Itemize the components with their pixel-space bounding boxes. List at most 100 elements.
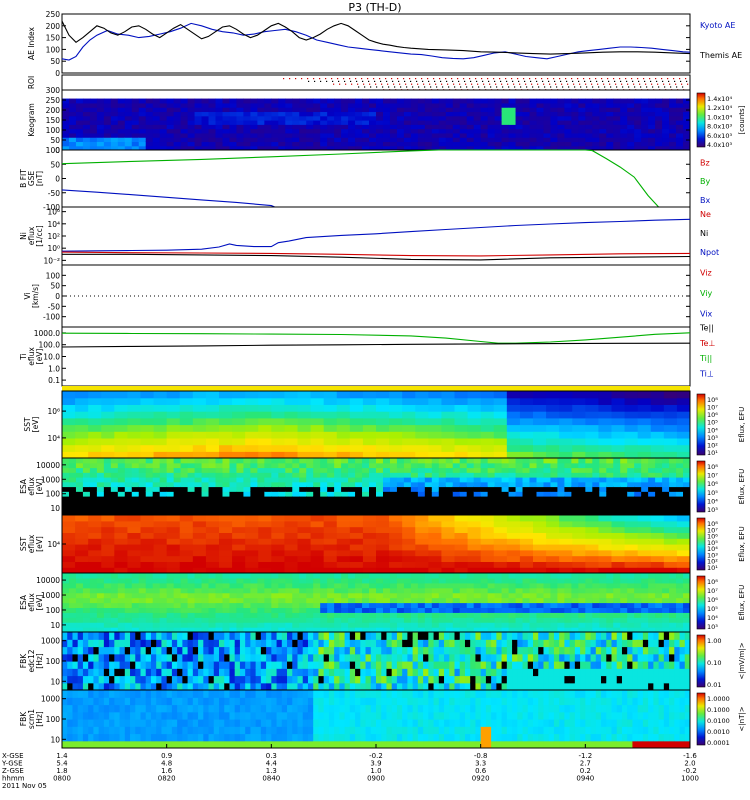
roi-dot: [681, 83, 683, 85]
heatmap-cell: [382, 132, 391, 138]
heatmap-cell: [250, 111, 258, 117]
heatmap-cell: [299, 115, 307, 121]
heatmap-cell: [599, 510, 607, 515]
heatmap-cell: [473, 573, 482, 579]
heatmap-cell: [410, 510, 419, 515]
heatmap-cell: [173, 115, 182, 121]
heatmap-cell: [572, 437, 586, 446]
heatmap-cell: [466, 124, 475, 130]
heatmap-cell: [285, 622, 293, 628]
heatmap-cell: [208, 496, 217, 502]
heatmap-cell: [362, 567, 377, 573]
density-series-line: [61, 251, 691, 257]
heatmap-cell: [299, 573, 307, 579]
heatmap-cell: [564, 115, 572, 121]
heatmap-cell: [245, 404, 259, 412]
heatmap-cell: [243, 617, 251, 623]
heatmap-cell: [550, 510, 559, 515]
roi-dot: [604, 86, 606, 88]
heatmap-cell: [310, 431, 325, 439]
heatmap-cell: [201, 128, 210, 134]
heatmap-cell: [292, 607, 300, 613]
heatmap-cell: [243, 115, 251, 121]
heatmap-cell: [501, 587, 510, 594]
roi-dot: [406, 86, 408, 88]
heatmap-cell: [150, 646, 157, 655]
roi-dot: [475, 78, 477, 80]
heatmap-cell: [68, 573, 77, 579]
heatmap-cell: [557, 102, 565, 108]
heatmap-cell: [278, 98, 286, 104]
heatmap-cell: [613, 102, 621, 108]
heatmap-cell: [578, 597, 586, 604]
heatmap-cell: [138, 617, 147, 623]
heatmap-cell: [611, 526, 626, 533]
heatmap-cell: [655, 128, 663, 134]
heatmap-cell: [578, 132, 586, 138]
heatmap-cell: [152, 573, 161, 579]
heatmap-cell: [145, 481, 154, 488]
heatmap-cell: [519, 431, 534, 439]
heatmap-cell: [637, 397, 652, 405]
heatmap-cell: [285, 597, 293, 604]
heatmap-cell: [135, 668, 142, 677]
heatmap-cell: [487, 132, 496, 138]
heatmap-cell: [187, 632, 194, 640]
heatmap-cell: [382, 597, 391, 604]
heatmap-cell: [578, 458, 586, 464]
heatmap-cell: [410, 577, 419, 584]
heatmap-cell: [662, 458, 670, 464]
heatmap-cell: [480, 520, 495, 528]
heatmap-cell: [676, 467, 684, 473]
heatmap-cell: [341, 587, 349, 594]
heatmap-cell: [68, 486, 77, 492]
heatmap-cell: [103, 597, 112, 604]
heatmap-cell: [389, 582, 398, 589]
heatmap-cell: [159, 592, 168, 599]
heatmap-cell: [187, 597, 196, 604]
heatmap-cell: [522, 102, 531, 108]
heatmap-cell: [62, 602, 70, 609]
heatmap-cell: [75, 115, 84, 121]
heatmap-cell: [219, 424, 233, 432]
heatmap-cell: [313, 98, 321, 104]
heatmap-cell: [355, 120, 363, 125]
heatmap-cell: [459, 472, 468, 478]
heatmap-cell: [452, 145, 461, 150]
heatmap-cell: [278, 467, 286, 473]
heatmap-cell: [624, 444, 639, 452]
heatmap-cell: [166, 124, 175, 130]
heatmap-cell: [431, 617, 440, 623]
heatmap-cell: [473, 128, 482, 134]
heatmap-cell: [229, 102, 238, 108]
heatmap-cell: [271, 561, 286, 568]
heatmap-cell: [278, 115, 286, 121]
heatmap-cell: [243, 505, 251, 511]
heatmap-cell: [415, 515, 429, 522]
heatmap-cell: [152, 627, 161, 632]
heatmap-cell: [402, 532, 416, 539]
heatmap-cell: [88, 391, 102, 399]
heatmap-cell: [424, 510, 433, 515]
heatmap-cell: [606, 627, 614, 632]
heatmap-cell: [62, 128, 70, 134]
heatmap-cell: [543, 145, 552, 150]
heatmap-cell: [264, 607, 272, 613]
heatmap-cell: [382, 500, 391, 507]
heatmap-cell: [179, 561, 194, 568]
heatmap-cell: [396, 137, 405, 143]
colorbar-tick-label: 10⁸: [707, 520, 718, 528]
heatmap-cell: [487, 510, 496, 515]
heatmap-cell: [519, 567, 534, 573]
heatmap-cell: [389, 477, 398, 483]
heatmap-cell: [114, 646, 121, 655]
heatmap-cell: [201, 491, 210, 497]
heatmap-cell: [166, 549, 181, 557]
heatmap-cell: [348, 622, 356, 628]
heatmap-cell: [264, 573, 272, 579]
heatmap-cell: [229, 573, 238, 579]
heatmap-cell: [529, 582, 538, 589]
heatmap-cell: [424, 597, 433, 604]
heatmap-cell: [438, 102, 447, 108]
heatmap-cell: [494, 491, 503, 497]
